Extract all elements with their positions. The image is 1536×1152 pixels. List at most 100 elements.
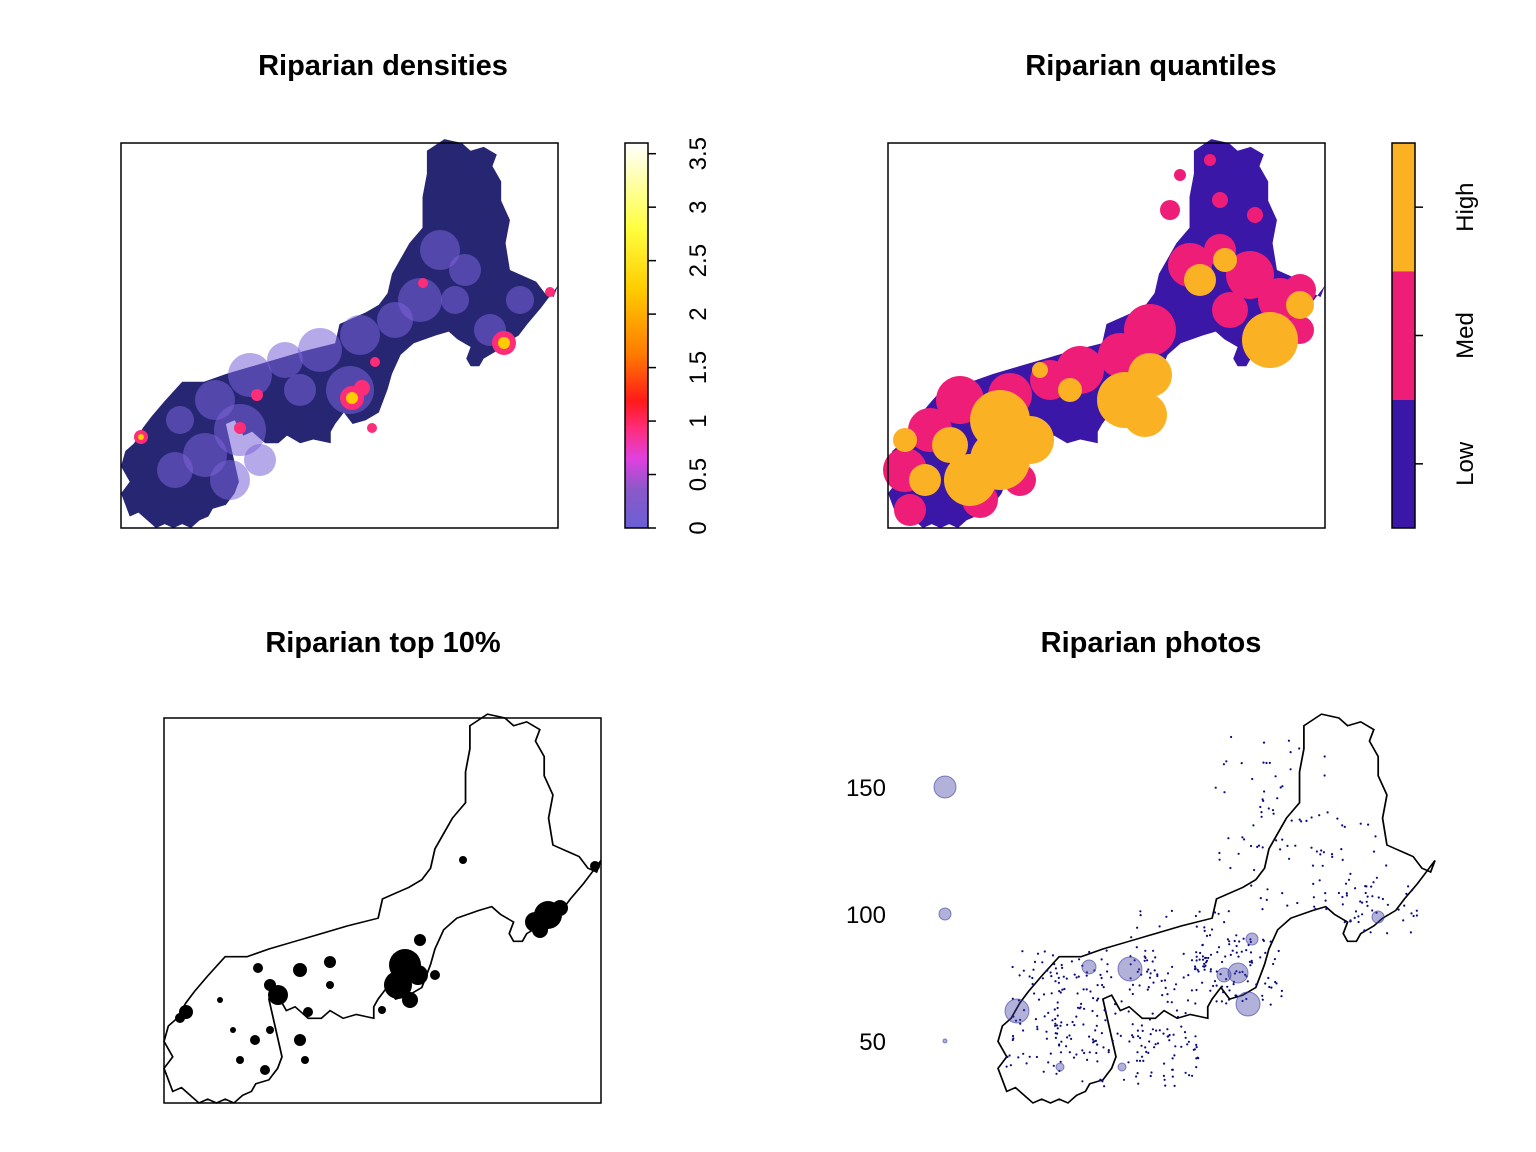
quantile-high-zone — [893, 428, 917, 452]
colorbar-tick-label: 0.5 — [685, 458, 712, 491]
photo-point — [1034, 1018, 1037, 1021]
density-hotspot — [418, 278, 428, 288]
photo-bubble — [1245, 932, 1259, 946]
quantile-legend-label: Low — [1452, 441, 1479, 486]
photo-point — [1203, 962, 1206, 966]
densities-colorbar — [624, 142, 649, 529]
quantile-med-zone — [1212, 192, 1228, 208]
photo-point — [1175, 1009, 1179, 1012]
photo-point — [1060, 963, 1063, 967]
photo-point — [1194, 914, 1197, 918]
quantile-high-zone — [1006, 416, 1054, 464]
photo-point — [1359, 900, 1362, 903]
photo-point — [1088, 1051, 1091, 1054]
photo-point — [1089, 990, 1092, 993]
photo-point — [1073, 973, 1076, 976]
photo-point — [1222, 991, 1225, 994]
quantile-legend-swatch — [1392, 143, 1415, 272]
photo-point — [1337, 891, 1340, 895]
photo-point — [1230, 735, 1233, 739]
photo-point — [1231, 949, 1234, 952]
photo-point — [1154, 956, 1157, 959]
photo-point — [1323, 774, 1326, 777]
quantile-high-zone — [1032, 362, 1048, 378]
top10-area — [294, 1034, 306, 1046]
photo-point — [1318, 879, 1321, 882]
photo-point — [1068, 1051, 1071, 1054]
photo-point — [1160, 979, 1163, 983]
photo-point — [1054, 1036, 1057, 1039]
photo-point — [1142, 1059, 1145, 1062]
photo-point — [1017, 1056, 1020, 1059]
photo-point — [1162, 1032, 1165, 1035]
photo-point — [1275, 839, 1278, 842]
photo-bubble — [1004, 998, 1030, 1024]
densities-map — [121, 139, 558, 528]
photo-point — [1279, 786, 1282, 789]
photo-point — [1245, 949, 1248, 952]
photo-point — [1287, 739, 1290, 742]
photo-point — [1083, 1051, 1086, 1055]
quantile-high-zone — [944, 454, 996, 506]
photo-point — [1260, 815, 1263, 818]
photo-point — [1226, 938, 1229, 941]
photo-bubble — [1235, 991, 1261, 1017]
photo-point — [1153, 1046, 1156, 1049]
photo-point — [1081, 1049, 1084, 1052]
photo-point — [1059, 1060, 1062, 1063]
photo-point — [1223, 791, 1226, 794]
photo-point — [1225, 1002, 1228, 1005]
photo-point — [1168, 1039, 1171, 1042]
photo-point — [1094, 1039, 1097, 1042]
top10-area — [532, 922, 548, 938]
photo-point — [1381, 897, 1384, 901]
photo-point — [1369, 931, 1372, 934]
photo-point — [1076, 992, 1079, 995]
top10-area — [430, 970, 440, 980]
photo-point — [1269, 940, 1272, 943]
photo-point — [1228, 989, 1231, 992]
photo-point — [1184, 1036, 1187, 1039]
photo-point — [1325, 907, 1328, 911]
photo-point — [1340, 848, 1343, 851]
photo-point — [1008, 1054, 1011, 1057]
density-glow — [449, 254, 481, 286]
quantiles-zones — [883, 154, 1316, 526]
quantile-high-zone — [932, 427, 968, 463]
photo-point — [1066, 1036, 1069, 1039]
photo-point — [1043, 950, 1046, 953]
photo-legend-bubble — [938, 907, 952, 921]
photo-point — [1315, 850, 1318, 853]
photo-point — [1131, 992, 1134, 996]
density-glow — [228, 353, 272, 397]
density-hotspot — [545, 287, 555, 297]
photo-point — [1056, 1014, 1059, 1017]
photo-point — [1070, 1037, 1073, 1040]
photo-point — [1261, 846, 1264, 849]
photos-region-outline — [998, 714, 1435, 1103]
photo-point — [1085, 988, 1088, 991]
photo-point — [1073, 1024, 1076, 1027]
photo-point — [1170, 909, 1173, 913]
photo-point — [1131, 1023, 1134, 1026]
photo-point — [1091, 1009, 1094, 1013]
photo-point — [1212, 984, 1215, 988]
photo-point — [1147, 1051, 1150, 1054]
photo-point — [1269, 1003, 1272, 1006]
photo-point — [1265, 898, 1268, 902]
photo-point — [1208, 934, 1212, 937]
photo-point — [1061, 966, 1064, 970]
photo-point — [1197, 1057, 1200, 1060]
photo-point — [1233, 939, 1236, 943]
photo-point — [1182, 976, 1185, 979]
photo-point — [1216, 951, 1219, 954]
photo-point — [1227, 910, 1230, 913]
quantile-med-zone — [1212, 292, 1248, 328]
photo-point — [1071, 1020, 1074, 1024]
densities-frame — [120, 142, 559, 529]
photo-point — [1294, 844, 1297, 847]
photo-point — [1386, 932, 1389, 935]
photo-point — [1273, 958, 1276, 961]
quantile-high-zone — [1213, 248, 1237, 272]
top10-area — [236, 1056, 244, 1064]
